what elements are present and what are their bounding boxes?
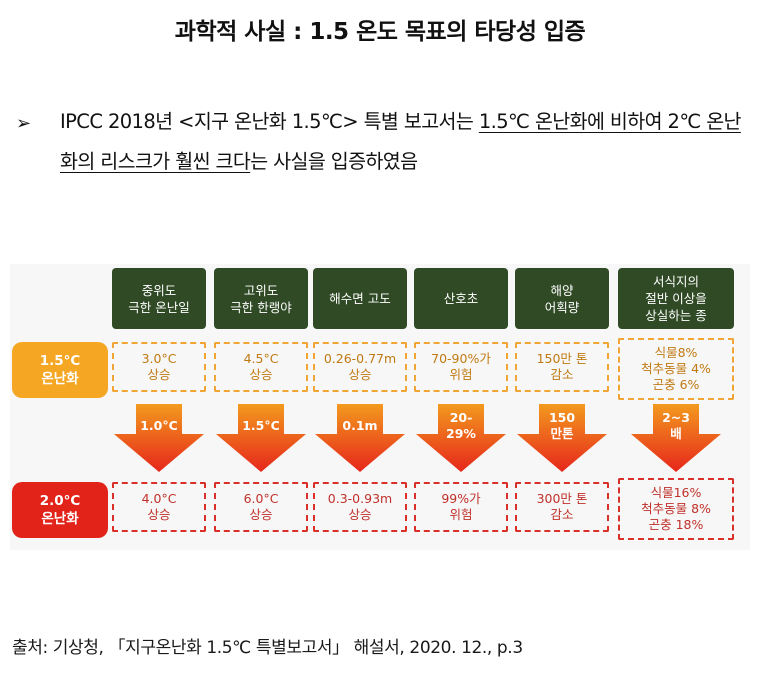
column-header-text: 고위도 극한 한랭야	[230, 282, 292, 315]
difference-label: 0.1m	[315, 408, 405, 444]
bullet-text-part1: IPCC 2018년 <지구 온난화 1.5℃> 특별 보고서는	[60, 110, 479, 133]
value-2-0c: 99%가 위험	[414, 482, 508, 532]
difference-text: 150 만톤	[548, 410, 576, 441]
value-text: 150만 톤 감소	[536, 351, 588, 382]
value-1-5c: 식물8% 척추동물 4% 곤충 6%	[618, 338, 734, 400]
bullet-arrow-icon: ➢	[16, 113, 32, 134]
page-title: 과학적 사실 : 1.5 온도 목표의 타당성 입증	[174, 19, 586, 45]
column-header: 해수면 고도	[313, 268, 407, 329]
column-header: 산호초	[414, 268, 508, 329]
value-2-0c: 4.0°C 상승	[112, 482, 206, 532]
row-label-text: 1.5°C 온난화	[39, 353, 81, 387]
column-header-text: 해양 어획량	[544, 282, 580, 315]
value-1-5c: 4.5°C 상승	[214, 342, 308, 392]
row-label-1-5c: 1.5°C 온난화	[12, 342, 108, 398]
row-label-text: 2.0°C 온난화	[39, 493, 81, 527]
value-2-0c: 식물16% 척추동물 8% 곤충 18%	[618, 478, 734, 540]
value-text: 식물16% 척추동물 8% 곤충 18%	[641, 485, 711, 532]
column-header: 고위도 극한 한랭야	[214, 268, 308, 329]
column-header-text: 중위도 극한 온난일	[128, 282, 190, 315]
value-1-5c: 70-90%가 위험	[414, 342, 508, 392]
value-2-0c: 300만 톤 감소	[515, 482, 609, 532]
bullet-text: IPCC 2018년 <지구 온난화 1.5℃> 특별 보고서는 1.5℃ 온난…	[60, 102, 750, 182]
value-text: 70-90%가 위험	[431, 351, 491, 382]
impact-column: 해수면 고도 0.26-0.77m 상승 0.1m 0.3-0.93m 상승	[313, 264, 407, 550]
difference-text: 1.5°C	[242, 418, 280, 433]
difference-label: 1.0°C	[114, 408, 204, 444]
difference-label: 1.5°C	[216, 408, 306, 444]
difference-text: 0.1m	[342, 418, 378, 433]
column-header: 해양 어획량	[515, 268, 609, 329]
bullet-text-part2: 는 사실을 입증하였음	[250, 150, 418, 173]
impact-column: 고위도 극한 한랭야 4.5°C 상승 1.5°C 6.0°C 상승	[214, 264, 308, 550]
value-text: 3.0°C 상승	[141, 351, 177, 382]
impact-column: 해양 어획량 150만 톤 감소 150 만톤 300만 톤 감소	[515, 264, 609, 550]
column-header-text: 해수면 고도	[329, 291, 391, 306]
impact-column: 산호초 70-90%가 위험 20- 29% 99%가 위험	[414, 264, 508, 550]
difference-arrow-icon: 2~3 배	[631, 404, 721, 472]
column-header: 서식지의 절반 이상을 상실하는 종	[618, 268, 734, 329]
value-1-5c: 3.0°C 상승	[112, 342, 206, 392]
difference-label: 2~3 배	[631, 408, 721, 444]
difference-arrow-icon: 150 만톤	[517, 404, 607, 472]
row-label-2-0c: 2.0°C 온난화	[12, 482, 108, 538]
difference-text: 1.0°C	[140, 418, 178, 433]
value-text: 식물8% 척추동물 4% 곤충 6%	[641, 345, 711, 392]
value-text: 0.26-0.77m 상승	[323, 351, 397, 382]
difference-label: 20- 29%	[416, 408, 506, 444]
column-header-text: 서식지의 절반 이상을 상실하는 종	[645, 274, 707, 323]
value-2-0c: 0.3-0.93m 상승	[313, 482, 407, 532]
difference-text: 2~3 배	[662, 410, 690, 441]
difference-arrow-icon: 0.1m	[315, 404, 405, 472]
value-text: 4.5°C 상승	[243, 351, 279, 382]
value-1-5c: 150만 톤 감소	[515, 342, 609, 392]
difference-arrow-icon: 1.5°C	[216, 404, 306, 472]
value-text: 4.0°C 상승	[141, 491, 177, 522]
impact-column: 중위도 극한 온난일 3.0°C 상승 1.0°C 4.0°C 상승	[112, 264, 206, 550]
value-1-5c: 0.26-0.77m 상승	[313, 342, 407, 392]
value-text: 0.3-0.93m 상승	[327, 491, 393, 522]
difference-arrow-icon: 20- 29%	[416, 404, 506, 472]
difference-arrow-icon: 1.0°C	[114, 404, 204, 472]
difference-text: 20- 29%	[446, 410, 476, 441]
value-text: 300만 톤 감소	[536, 491, 588, 522]
source-citation: 출처: 기상청, 「지구온난화 1.5℃ 특별보고서」 해설서, 2020. 1…	[12, 638, 523, 658]
column-header-text: 산호초	[443, 291, 479, 306]
value-text: 6.0°C 상승	[243, 491, 279, 522]
column-header: 중위도 극한 온난일	[112, 268, 206, 329]
comparison-infographic: 1.5°C 온난화 2.0°C 온난화 중위도 극한 온난일 3.0°C 상승 1.…	[10, 264, 750, 550]
bullet-underlined-text: 1.5℃ 온난화에 비하여 2℃ 온난화의 리스크가 훨씬 크다	[60, 110, 742, 173]
value-text: 99%가 위험	[441, 491, 481, 522]
value-2-0c: 6.0°C 상승	[214, 482, 308, 532]
difference-label: 150 만톤	[517, 408, 607, 444]
